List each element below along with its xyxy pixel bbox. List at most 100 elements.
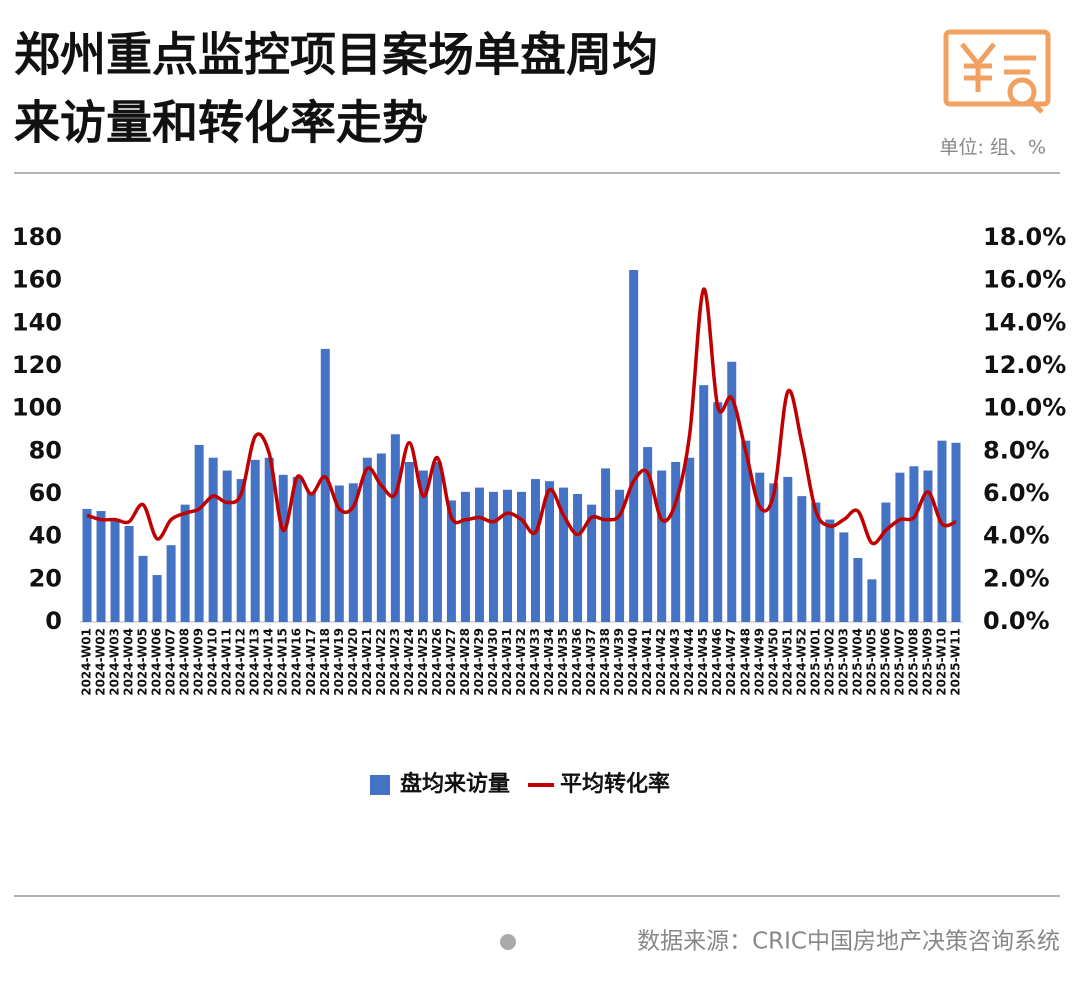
bar	[643, 447, 653, 622]
bar	[671, 462, 681, 622]
x-tick-label: 2024-W03	[108, 628, 122, 696]
bar	[306, 491, 316, 622]
bar	[657, 470, 667, 622]
x-tick-label: 2024-W27	[444, 628, 458, 696]
y2-tick-label: 8.0%	[983, 436, 1050, 464]
x-tick-label: 2024-W07	[164, 628, 178, 696]
x-tick-label: 2024-W24	[402, 628, 416, 696]
bar	[769, 483, 779, 622]
bar	[545, 481, 555, 622]
x-tick-label: 2024-W05	[136, 628, 150, 696]
y-tick-label: 120	[12, 351, 62, 379]
bar	[348, 483, 358, 622]
x-tick-label: 2024-W18	[318, 628, 332, 696]
chart-title: 来访量和转化率走势	[14, 96, 428, 150]
bar	[250, 459, 260, 622]
x-tick-label: 2024-W46	[710, 628, 724, 696]
bar	[601, 468, 611, 622]
bar	[797, 496, 807, 622]
y-tick-label: 180	[12, 223, 62, 251]
x-tick-label: 2024-W48	[738, 628, 752, 696]
x-tick-label: 2024-W50	[766, 628, 780, 696]
x-tick-label: 2025-W09	[920, 628, 934, 696]
y-tick-label: 160	[12, 266, 62, 294]
x-tick-label: 2025-W07	[892, 628, 906, 696]
legend-label: 盘均来访量	[400, 771, 510, 797]
bar	[909, 466, 919, 622]
x-tick-label: 2024-W16	[290, 628, 304, 696]
x-tick-label: 2024-W43	[668, 628, 682, 696]
y2-tick-label: 14.0%	[983, 308, 1066, 336]
bar	[194, 444, 204, 622]
x-tick-label: 2024-W38	[598, 628, 612, 696]
bar	[82, 508, 92, 622]
bar	[432, 462, 442, 622]
bar	[278, 474, 288, 622]
bar	[881, 502, 891, 622]
y-tick-label: 40	[29, 522, 62, 550]
x-tick-label: 2024-W23	[388, 628, 402, 696]
bar	[152, 575, 162, 622]
bar	[166, 545, 176, 622]
bar	[474, 487, 484, 622]
y2-tick-label: 0.0%	[983, 607, 1050, 635]
x-tick-label: 2024-W35	[556, 628, 570, 696]
bar	[811, 502, 821, 622]
x-tick-label: 2024-W20	[346, 628, 360, 696]
x-tick-label: 2024-W37	[584, 628, 598, 696]
x-tick-label: 2024-W52	[794, 628, 808, 696]
bar	[96, 511, 106, 622]
x-tick-label: 2024-W36	[570, 628, 584, 696]
x-tick-label: 2024-W28	[458, 628, 472, 696]
x-tick-label: 2025-W04	[850, 628, 864, 696]
x-tick-label: 2024-W21	[360, 628, 374, 696]
x-tick-label: 2024-W49	[752, 628, 766, 696]
bar	[727, 361, 737, 622]
bar	[853, 558, 863, 622]
x-tick-label: 2024-W15	[276, 628, 290, 696]
x-tick-label: 2024-W44	[682, 628, 696, 696]
bar	[292, 476, 302, 622]
bar	[208, 457, 218, 622]
x-tick-label: 2024-W14	[262, 628, 276, 696]
x-tick-label: 2024-W08	[178, 628, 192, 696]
x-tick-label: 2024-W17	[304, 628, 318, 696]
x-tick-label: 2024-W22	[374, 628, 388, 696]
bar	[783, 476, 793, 622]
x-tick-label: 2024-W10	[206, 628, 220, 696]
bar	[559, 487, 569, 622]
bar	[867, 579, 877, 622]
bar	[488, 491, 498, 622]
x-tick-label: 2024-W12	[234, 628, 248, 696]
bar	[180, 504, 190, 622]
bar	[895, 472, 905, 622]
x-tick-label: 2024-W30	[486, 628, 500, 696]
x-tick-label: 2025-W01	[808, 628, 822, 696]
bar	[951, 442, 961, 622]
x-tick-label: 2024-W31	[500, 628, 514, 696]
bar	[937, 440, 947, 622]
x-tick-label: 2024-W34	[542, 628, 556, 696]
bar	[741, 440, 751, 622]
bar	[531, 479, 541, 622]
legend-swatch	[370, 775, 390, 795]
bar	[264, 457, 274, 622]
bar	[334, 485, 344, 622]
unit-note: 单位: 组、%	[940, 137, 1047, 159]
bar	[685, 457, 695, 622]
y2-tick-label: 18.0%	[983, 223, 1066, 251]
x-tick-label: 2024-W33	[528, 628, 542, 696]
x-tick-label: 2024-W02	[94, 628, 108, 696]
bar	[587, 504, 597, 622]
bar	[713, 402, 723, 622]
bar	[446, 500, 456, 622]
x-tick-label: 2024-W19	[332, 628, 346, 696]
x-tick-label: 2025-W08	[906, 628, 920, 696]
y2-tick-label: 12.0%	[983, 351, 1066, 379]
y2-tick-label: 6.0%	[983, 479, 1050, 507]
y2-tick-label: 4.0%	[983, 522, 1050, 550]
bar	[138, 555, 148, 622]
bar	[755, 472, 765, 622]
bar	[404, 462, 414, 622]
